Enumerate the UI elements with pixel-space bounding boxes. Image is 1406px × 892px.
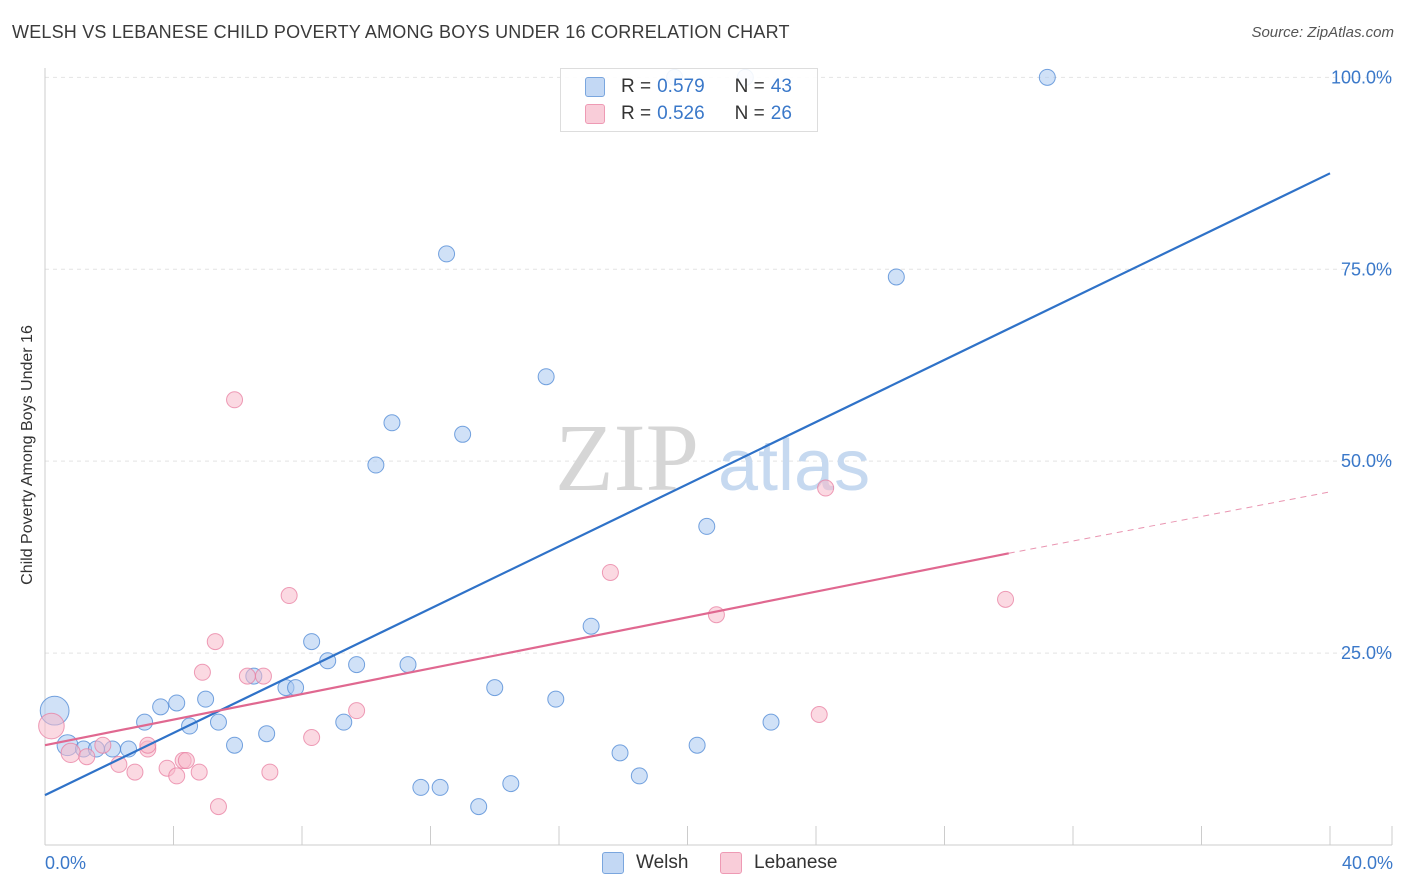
n-label: N =: [734, 103, 765, 124]
welsh-point: [152, 698, 170, 716]
lebanese-point: [193, 663, 211, 681]
lebanese-trend-line: [44, 552, 1009, 747]
lebanese-legend-label: Lebanese: [754, 852, 838, 873]
r-label: R =: [621, 76, 652, 97]
welsh-point: [209, 713, 227, 731]
x-tick-label: 40.0%: [1342, 853, 1393, 873]
lebanese-point: [348, 702, 366, 720]
welsh-point: [630, 767, 648, 785]
chart-title: WELSH VS LEBANESE CHILD POVERTY AMONG BO…: [12, 22, 790, 42]
n-value-welsh: 43: [770, 76, 792, 97]
lebanese-point: [126, 763, 144, 781]
lebanese-point: [280, 587, 298, 605]
welsh-points: [39, 68, 1056, 816]
welsh-point: [383, 414, 401, 432]
grid-lines: [45, 76, 1392, 654]
lebanese-point: [261, 763, 279, 781]
welsh-point: [1038, 68, 1056, 86]
welsh-point: [611, 744, 629, 762]
lebanese-point: [997, 590, 1015, 608]
lebanese-point: [810, 706, 828, 723]
welsh-point: [412, 778, 430, 796]
legend-row-welsh: R = 0.579 N = 43: [585, 73, 792, 101]
lebanese-trend-extension: [1008, 491, 1331, 554]
welsh-point: [168, 694, 186, 712]
lebanese-point: [707, 606, 725, 624]
welsh-point: [762, 713, 780, 731]
watermark-atlas: atlas: [718, 426, 870, 506]
welsh-point: [367, 456, 385, 474]
tick-labels: 25.0% 50.0% 75.0% 100.0% 0.0% 40.0%: [45, 67, 1393, 873]
welsh-point: [454, 425, 472, 443]
welsh-point: [688, 736, 706, 754]
welsh-point: [136, 713, 154, 731]
lebanese-point: [601, 563, 619, 581]
welsh-point: [335, 713, 353, 731]
watermark-zip: ZIP: [555, 404, 699, 511]
welsh-point: [887, 268, 905, 286]
x-tick-label: 0.0%: [45, 853, 86, 873]
series-legend: Welsh Lebanese: [0, 852, 1406, 878]
welsh-point: [438, 245, 456, 263]
welsh-swatch: [585, 77, 605, 97]
lebanese-point: [177, 752, 195, 770]
welsh-point: [470, 798, 488, 816]
welsh-point: [258, 725, 276, 743]
legend-row-lebanese: R = 0.526 N = 26: [585, 100, 792, 128]
welsh-point: [486, 679, 504, 697]
welsh-point: [399, 656, 417, 674]
n-value-lebanese: 26: [770, 103, 792, 124]
legend-item-welsh: Welsh: [602, 852, 688, 874]
lebanese-point: [94, 736, 112, 754]
welsh-point: [537, 368, 555, 386]
lebanese-point: [254, 667, 272, 685]
lebanese-point: [226, 391, 244, 409]
y-tick-label: 100.0%: [1331, 67, 1392, 87]
r-label: R =: [621, 103, 652, 124]
lebanese-points: [38, 391, 1015, 816]
y-tick-label: 75.0%: [1341, 259, 1392, 279]
lebanese-point: [168, 767, 186, 785]
welsh-point: [698, 517, 716, 535]
lebanese-point: [206, 633, 224, 651]
lebanese-point: [238, 667, 256, 685]
welsh-trend-line: [44, 172, 1331, 797]
y-tick-label: 25.0%: [1341, 643, 1392, 663]
welsh-point: [502, 775, 520, 793]
welsh-point: [348, 656, 366, 674]
trend-lines: [44, 172, 1331, 797]
correlation-legend: R = 0.579 N = 43 R = 0.526 N = 26: [560, 68, 818, 132]
lebanese-point: [303, 729, 321, 747]
watermark: ZIP atlas: [555, 404, 870, 511]
y-tick-label: 50.0%: [1341, 451, 1392, 471]
lebanese-legend-swatch: [720, 852, 742, 874]
source-label: Source: ZipAtlas.com: [1251, 24, 1394, 41]
r-value-welsh: 0.579: [657, 76, 705, 97]
y-axis-label: Child Poverty Among Boys Under 16: [19, 325, 36, 585]
lebanese-point: [38, 712, 65, 740]
welsh-point: [226, 736, 244, 754]
n-label: N =: [734, 76, 765, 97]
welsh-point: [431, 778, 449, 796]
welsh-point: [303, 633, 321, 651]
lebanese-point: [78, 748, 96, 766]
welsh-point: [547, 690, 565, 708]
legend-item-lebanese: Lebanese: [720, 852, 837, 874]
welsh-point: [582, 617, 600, 635]
lebanese-point: [60, 742, 81, 763]
lebanese-point: [190, 763, 208, 781]
lebanese-point: [209, 798, 227, 816]
lebanese-swatch: [585, 104, 605, 124]
r-value-lebanese: 0.526: [657, 103, 705, 124]
lebanese-point: [817, 479, 835, 497]
welsh-legend-label: Welsh: [636, 852, 689, 873]
welsh-point: [197, 690, 215, 708]
welsh-legend-swatch: [602, 852, 624, 874]
